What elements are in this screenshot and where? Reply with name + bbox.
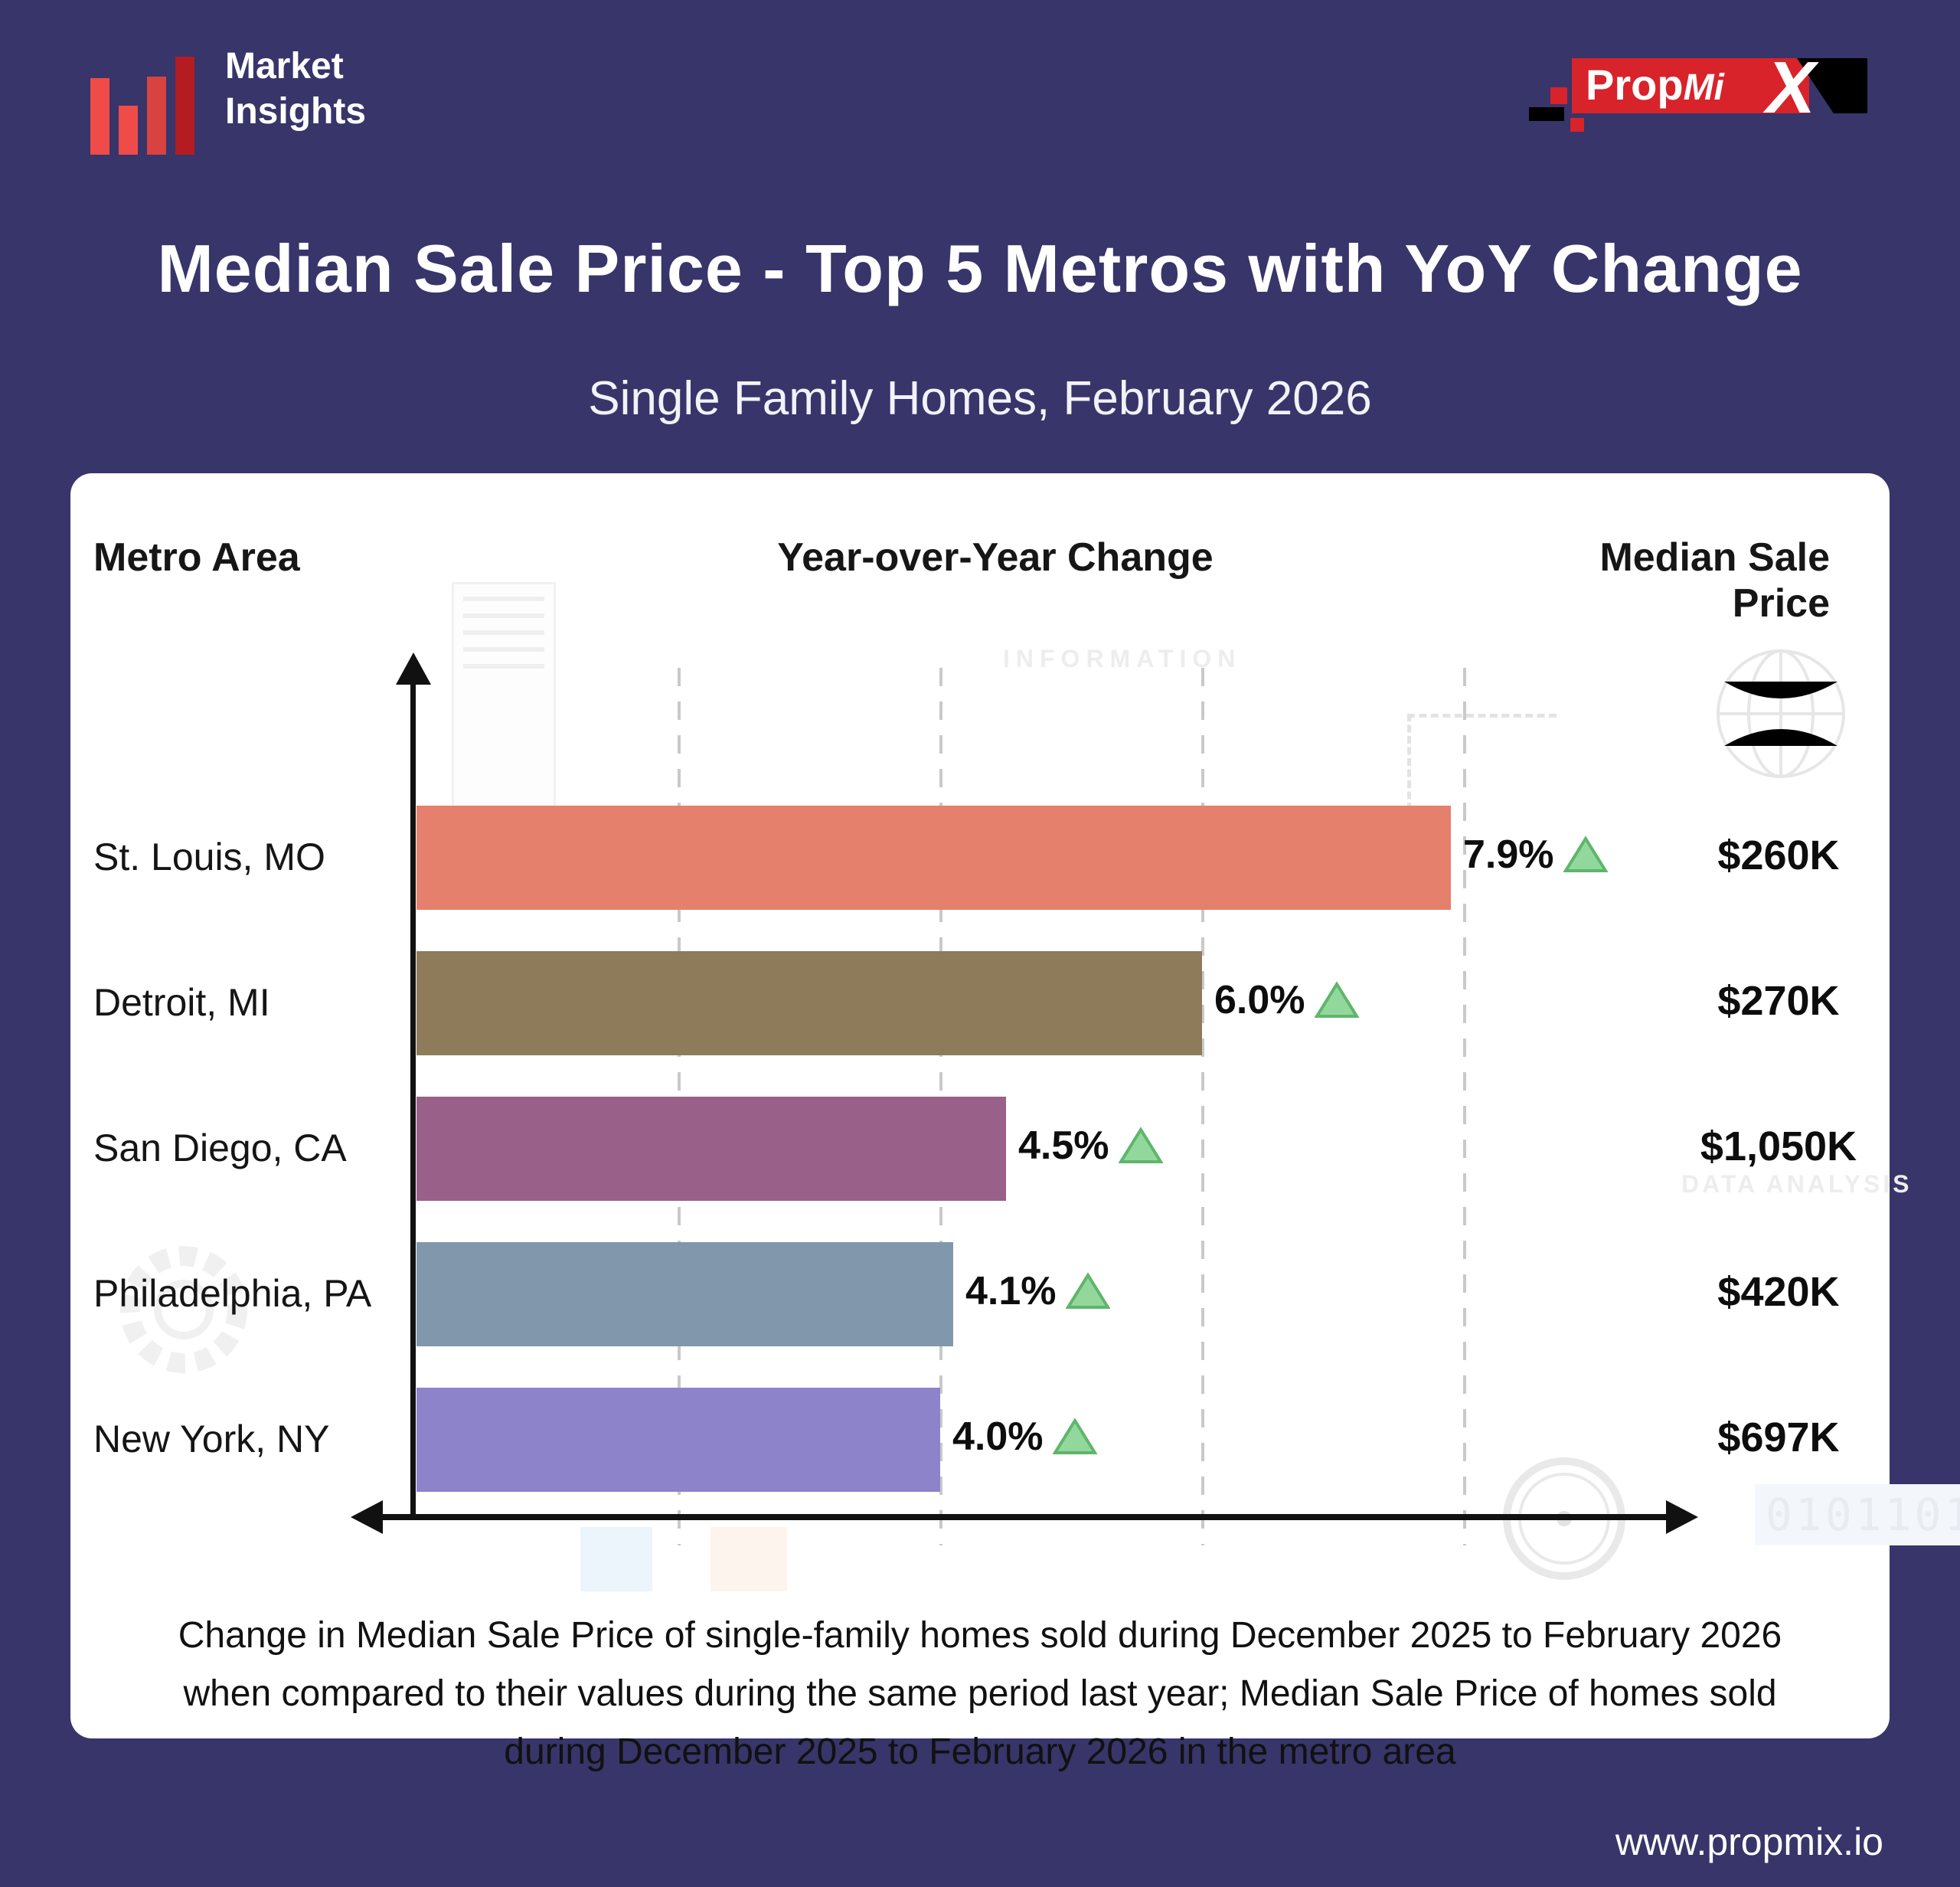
y-axis-line bbox=[410, 683, 416, 1519]
y-axis-arrowhead bbox=[396, 652, 431, 685]
propmix-pixel-red bbox=[1550, 87, 1567, 104]
column-header-median-sale-price: Median Sale Price bbox=[1599, 535, 1830, 626]
metro-label: Philadelphia, PA bbox=[93, 1272, 372, 1315]
propmix-prop: Prop bbox=[1586, 61, 1684, 109]
trend-up-triangle-icon bbox=[1052, 1418, 1097, 1454]
median-sale-price-label: $270K bbox=[1717, 978, 1840, 1024]
metro-label: New York, NY bbox=[93, 1418, 330, 1460]
propmix-pixel-black bbox=[1529, 107, 1564, 121]
median-sale-price-label: $420K bbox=[1717, 1269, 1840, 1315]
yoy-value-group: 6.0% bbox=[1214, 977, 1359, 1023]
yoy-percent-label: 6.0% bbox=[1214, 978, 1305, 1022]
logo-bar-3 bbox=[147, 77, 166, 155]
yoy-value-group: 4.5% bbox=[1018, 1123, 1163, 1169]
trend-up-triangle-icon bbox=[1065, 1272, 1110, 1309]
page-title: Median Sale Price - Top 5 Metros with Yo… bbox=[157, 231, 1803, 306]
yoy-value-group: 4.1% bbox=[965, 1268, 1110, 1314]
x-axis-left-arrowhead bbox=[351, 1500, 383, 1534]
gridline-8pct bbox=[1463, 668, 1466, 1545]
trend-up-triangle-icon bbox=[1563, 836, 1608, 872]
chart-caption: Change in Median Sale Price of single-fa… bbox=[178, 1615, 1782, 1772]
logo-line-1: Market bbox=[225, 46, 344, 87]
propmix-red-band bbox=[1572, 58, 1809, 113]
website-url: www.propmix.io bbox=[1615, 1820, 1883, 1863]
yoy-bar bbox=[416, 1097, 1006, 1201]
yoy-percent-label: 4.5% bbox=[1018, 1123, 1109, 1168]
propmix-logo: PropMi X bbox=[1527, 47, 1887, 138]
metro-label: St. Louis, MO bbox=[93, 836, 325, 878]
median-sale-price-label: $697K bbox=[1717, 1414, 1840, 1460]
page-subtitle: Single Family Homes, February 2026 bbox=[588, 372, 1372, 425]
yoy-value-group: 4.0% bbox=[952, 1414, 1097, 1460]
x-axis-line bbox=[377, 1514, 1666, 1520]
column-header-metro-area: Metro Area bbox=[93, 535, 300, 580]
median-sale-price-label: $260K bbox=[1717, 832, 1840, 878]
market-insights-logo: Market Insights bbox=[90, 44, 488, 159]
propmix-mi: Mi bbox=[1683, 67, 1724, 108]
logo-bar-4 bbox=[175, 57, 194, 155]
gridline-6pct bbox=[1201, 668, 1204, 1545]
median-sale-price-label: $1,050K bbox=[1700, 1123, 1857, 1169]
logo-bar-1 bbox=[90, 78, 109, 155]
yoy-bar bbox=[416, 1388, 940, 1492]
yoy-percent-label: 7.9% bbox=[1463, 832, 1554, 877]
propmix-x: X bbox=[1766, 47, 1816, 129]
yoy-bar bbox=[416, 951, 1202, 1055]
propmix-wordmark: PropMi bbox=[1586, 60, 1724, 110]
column-header-yoy-change: Year-over-Year Change bbox=[777, 535, 1214, 580]
market-insights-wordmark: Market Insights bbox=[225, 44, 366, 134]
metro-label: Detroit, MI bbox=[93, 981, 270, 1024]
bar-chart-icon bbox=[90, 51, 205, 155]
trend-up-triangle-icon bbox=[1118, 1127, 1163, 1163]
yoy-value-group: 7.9% bbox=[1463, 832, 1608, 878]
yoy-percent-label: 4.1% bbox=[965, 1269, 1057, 1313]
yoy-percent-label: 4.0% bbox=[952, 1414, 1044, 1459]
propmix-pixel-red-2 bbox=[1570, 118, 1584, 132]
yoy-bar bbox=[416, 806, 1451, 910]
x-axis-right-arrowhead bbox=[1666, 1500, 1698, 1534]
logo-line-2: Insights bbox=[225, 90, 367, 132]
metro-label: San Diego, CA bbox=[93, 1127, 347, 1169]
trend-up-triangle-icon bbox=[1314, 981, 1359, 1018]
yoy-bar bbox=[416, 1242, 953, 1346]
logo-bar-2 bbox=[119, 106, 138, 155]
